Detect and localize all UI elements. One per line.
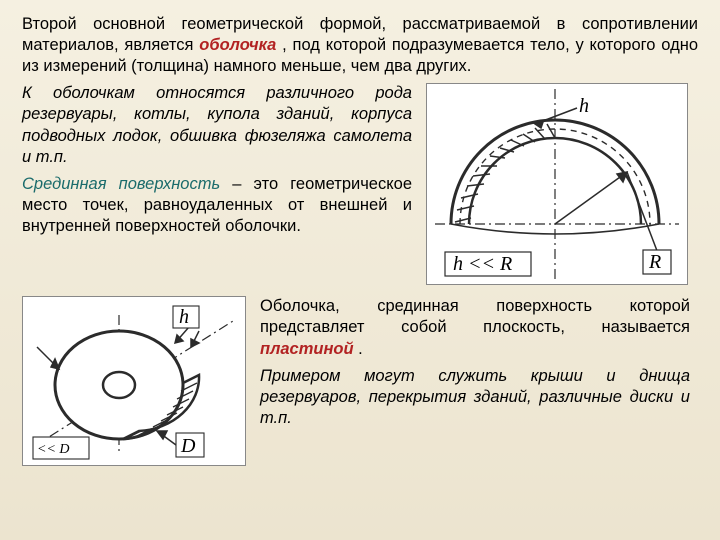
row-top: К оболочкам относятся различного рода ре… xyxy=(22,83,698,290)
figure-plate-disc: h D << D xyxy=(22,296,246,466)
figure-shell-dome: h R h << R xyxy=(426,83,688,285)
col-fig-shell: h R h << R xyxy=(426,83,688,290)
row-bottom: h D << D Оболочка, срединна xyxy=(22,296,698,471)
term-plastina: пластиной xyxy=(260,340,354,358)
page-root: Второй основной геометрической формой, р… xyxy=(0,0,720,540)
label-h-rel-R: h << R xyxy=(453,253,512,275)
para-4-a: Оболочка, срединная поверхность которой … xyxy=(260,297,690,336)
para-4: Оболочка, срединная поверхность которой … xyxy=(260,296,690,359)
col-text-top: К оболочкам относятся различного рода ре… xyxy=(22,83,412,290)
para-4-b: . xyxy=(358,340,363,358)
para-3: Срединная поверхность – это геометрическ… xyxy=(22,174,412,237)
label-rel-D: << D xyxy=(37,442,70,457)
para-5: Примером могут служить крыши и днища рез… xyxy=(260,366,690,429)
label-D: D xyxy=(180,435,196,457)
para-1: Второй основной геометрической формой, р… xyxy=(22,14,698,77)
col-fig-disc: h D << D xyxy=(22,296,246,471)
col-text-bottom: Оболочка, срединная поверхность которой … xyxy=(260,296,690,471)
term-obolochka: оболочка xyxy=(199,36,276,54)
label-R: R xyxy=(648,251,661,273)
label-h-bottom: h xyxy=(179,306,189,328)
label-h-top: h xyxy=(579,95,589,117)
para-2: К оболочкам относятся различного рода ре… xyxy=(22,83,412,167)
term-sredinnaya: Срединная поверхность xyxy=(22,175,220,193)
